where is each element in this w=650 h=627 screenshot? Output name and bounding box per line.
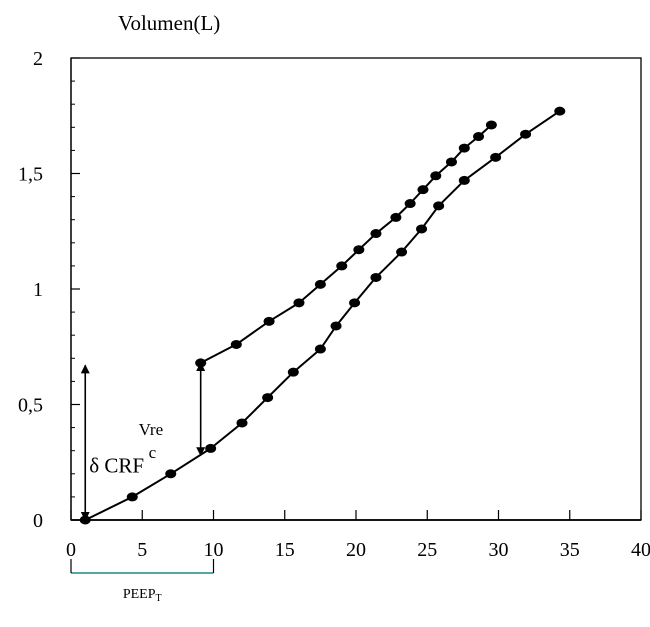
data-point xyxy=(314,344,326,354)
peep-label-main: PEEP xyxy=(123,587,156,602)
vrec-label: Vre xyxy=(139,420,163,439)
y-tick-label: 1,5 xyxy=(18,164,43,186)
y-tick-label: 0,5 xyxy=(18,395,43,417)
x-tick-label: 30 xyxy=(489,539,509,561)
data-point xyxy=(490,152,502,162)
x-axis-ticks: 0 5 10 15 20 25 30 35 40 xyxy=(66,510,650,561)
data-point xyxy=(554,106,566,116)
data-point xyxy=(430,171,442,181)
data-point xyxy=(396,247,408,257)
x-tick-label: 25 xyxy=(417,539,437,561)
data-point xyxy=(370,229,382,239)
data-point xyxy=(336,261,348,271)
data-point xyxy=(236,418,248,428)
delta-crf-label: δ CRF xyxy=(89,454,144,478)
x-tick-label: 15 xyxy=(275,539,295,561)
y-axis-title: Volumen(L) xyxy=(118,11,220,35)
x-tick-label: 10 xyxy=(204,539,224,561)
series-2-line xyxy=(200,124,493,364)
data-point xyxy=(433,201,445,211)
data-point xyxy=(353,245,365,255)
peep-label-subscript: T xyxy=(156,593,162,604)
data-point xyxy=(417,185,429,195)
data-point xyxy=(263,316,275,326)
y-tick-label: 2 xyxy=(33,48,43,70)
data-point xyxy=(390,212,402,222)
plot-frame xyxy=(70,57,642,521)
y-tick-label: 0 xyxy=(33,510,43,532)
data-point xyxy=(404,199,416,209)
x-tick-label: 0 xyxy=(66,539,76,561)
data-point xyxy=(230,339,242,349)
x-tick-label: 35 xyxy=(560,539,580,561)
series-1-line xyxy=(84,110,561,521)
x-tick-label: 5 xyxy=(137,539,147,561)
data-point xyxy=(287,367,299,377)
data-point xyxy=(165,469,177,479)
data-point xyxy=(314,279,326,289)
x-tick-label: 40 xyxy=(631,539,650,561)
data-point xyxy=(293,298,305,308)
data-point xyxy=(458,143,470,153)
data-point xyxy=(520,129,532,139)
data-point xyxy=(473,132,485,142)
data-point xyxy=(126,492,138,502)
vrec-label-sub: c xyxy=(149,443,157,462)
peep-bracket xyxy=(70,559,215,574)
data-point xyxy=(262,393,274,403)
peep-label: PEEPT xyxy=(123,587,162,604)
data-point xyxy=(330,321,342,331)
y-tick-label: 1 xyxy=(33,279,43,301)
x-tick-label: 20 xyxy=(346,539,366,561)
data-point xyxy=(485,120,497,130)
y-axis-ticks: 0 0,5 1 1,5 2 xyxy=(18,48,80,532)
data-point xyxy=(370,272,382,282)
data-point xyxy=(416,224,428,234)
data-point xyxy=(458,175,470,185)
data-point xyxy=(205,443,217,453)
series-lines xyxy=(84,110,561,521)
data-point xyxy=(445,157,457,167)
data-point xyxy=(349,298,361,308)
